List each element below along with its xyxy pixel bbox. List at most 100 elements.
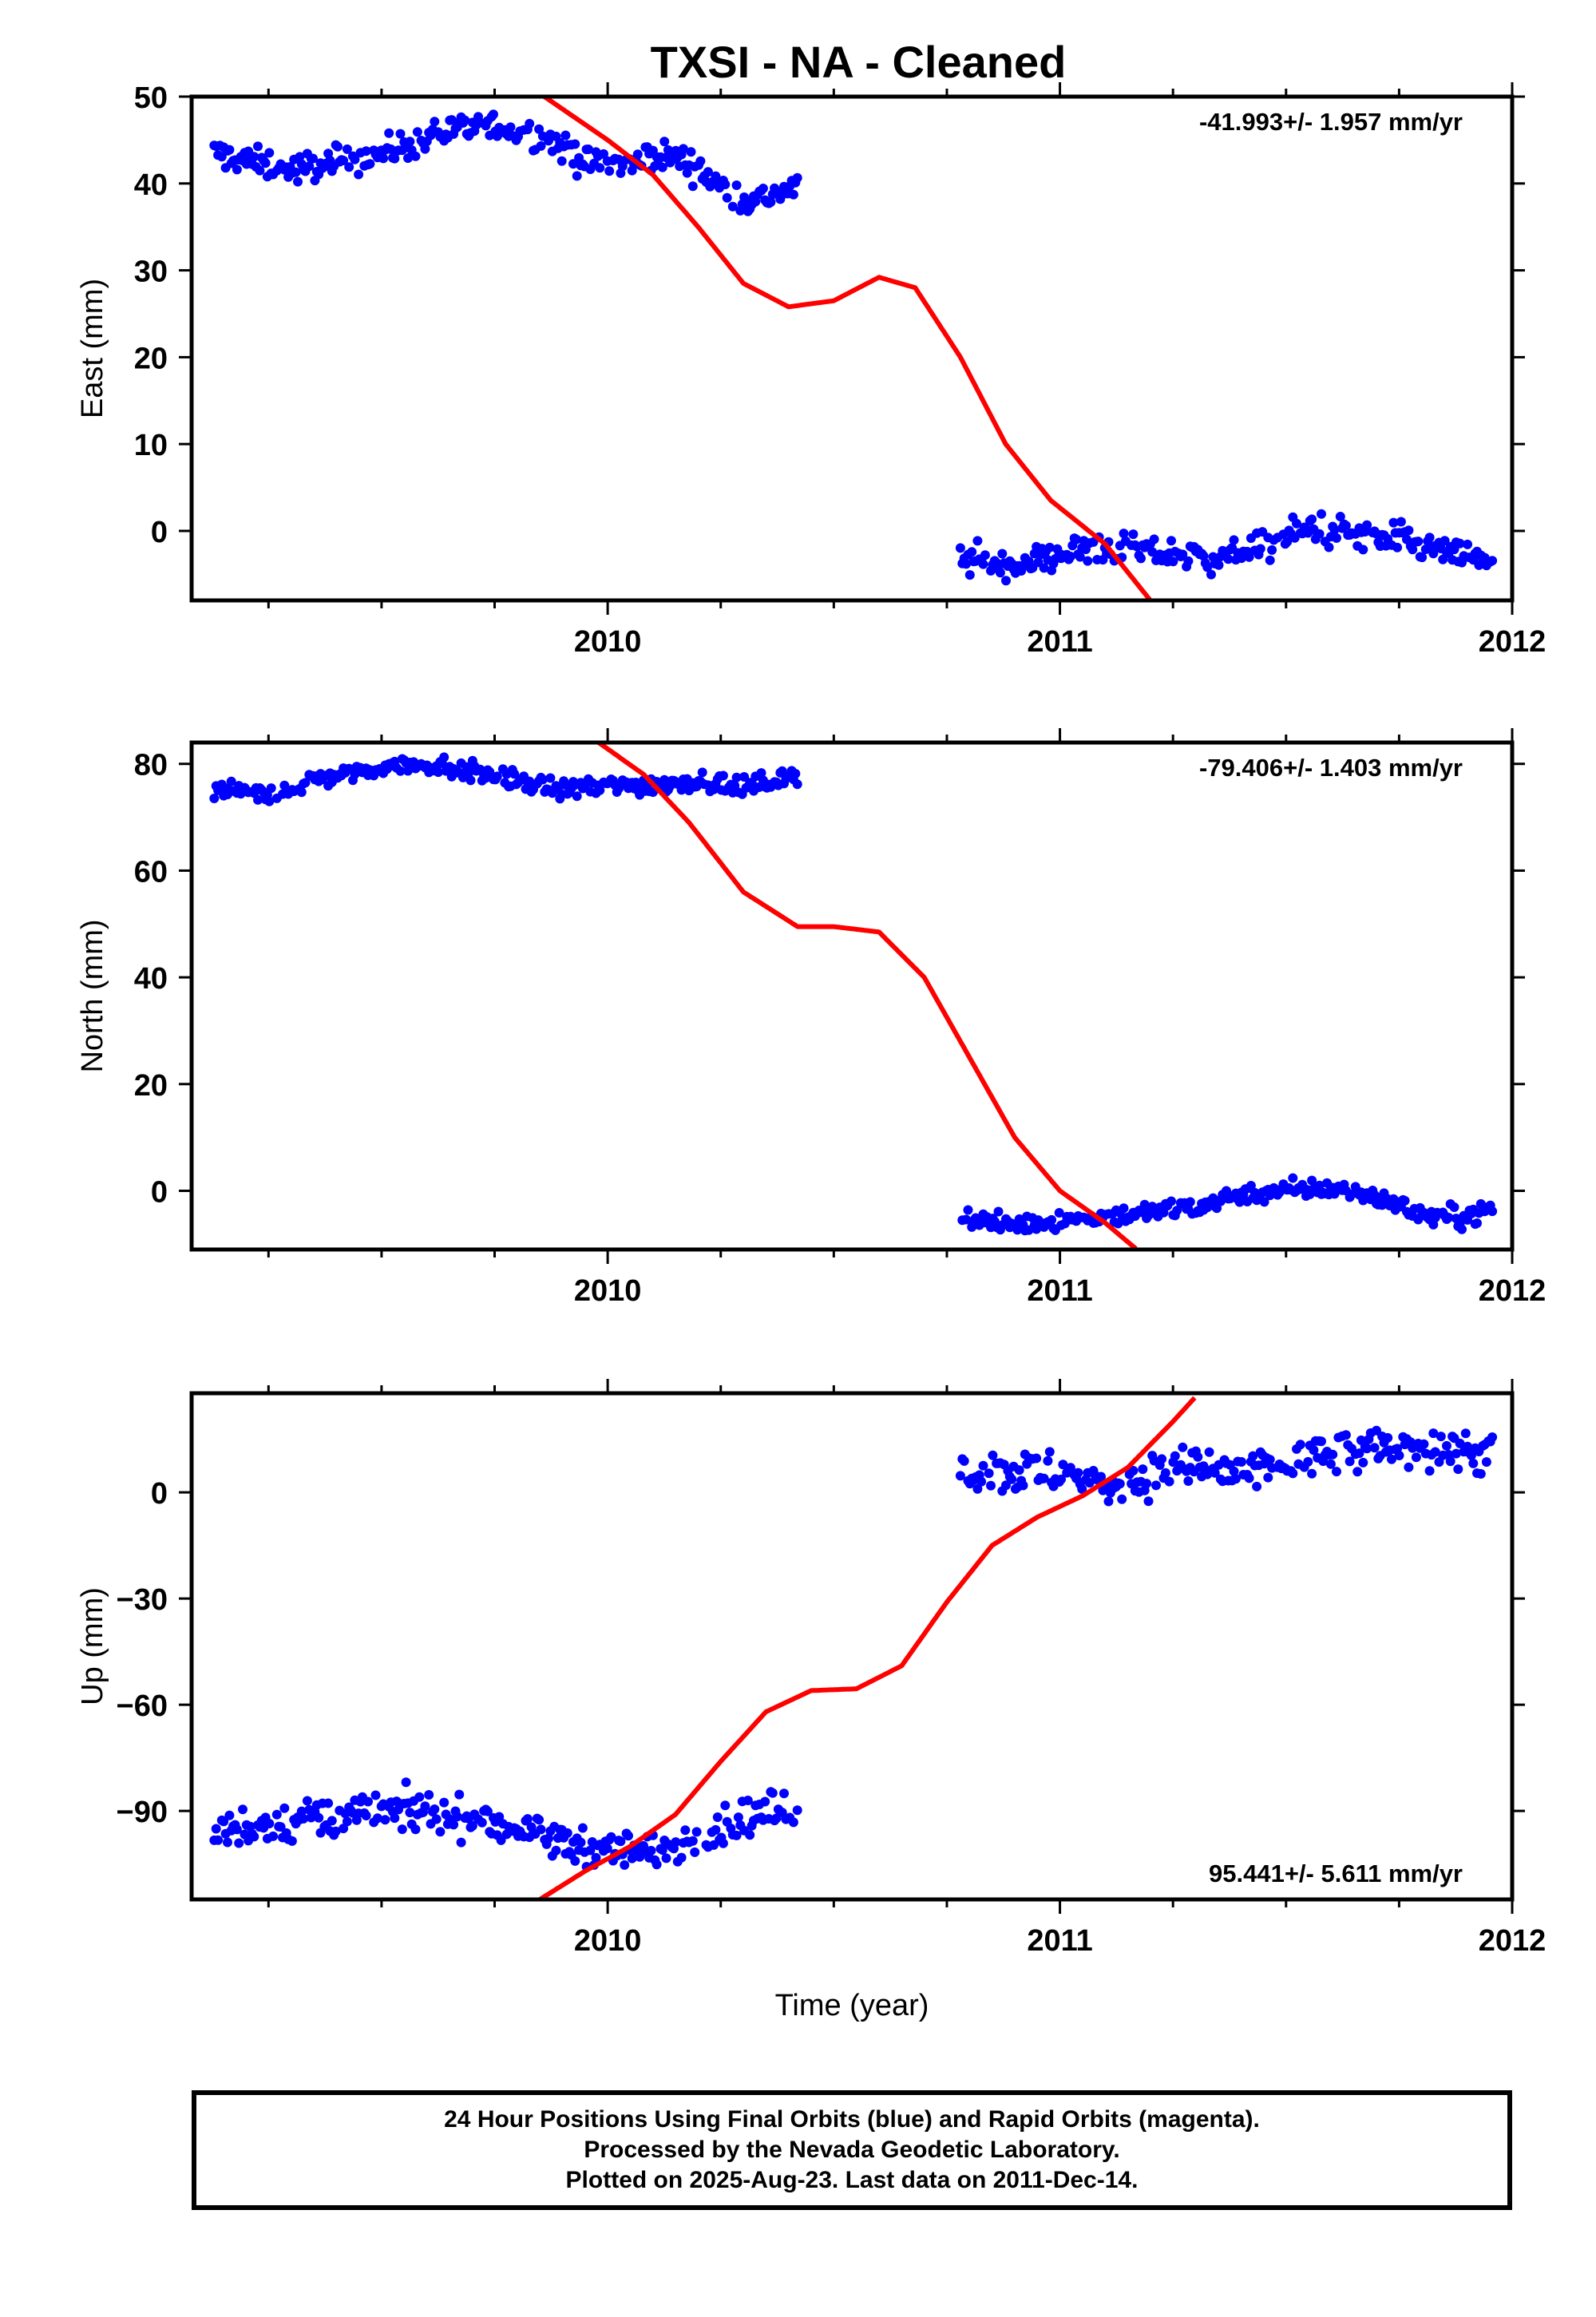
data-point <box>327 1816 337 1826</box>
x-tick-label: 2011 <box>1027 1924 1092 1958</box>
data-point <box>1202 562 1213 572</box>
data-point <box>1457 1224 1467 1234</box>
data-point <box>792 172 802 183</box>
data-point <box>489 109 498 120</box>
data-point <box>1244 1473 1254 1483</box>
data-point <box>1314 1180 1325 1190</box>
data-point <box>1230 1474 1241 1484</box>
data-point <box>291 167 301 177</box>
data-point <box>234 1838 244 1848</box>
y-tick-label: 20 <box>134 342 168 375</box>
data-point <box>959 1456 969 1466</box>
data-point <box>568 159 578 169</box>
data-point <box>224 1810 235 1820</box>
data-point <box>1442 1440 1451 1451</box>
data-point <box>980 550 990 560</box>
data-point <box>1487 556 1498 566</box>
data-point <box>585 1845 596 1856</box>
data-point <box>680 1825 691 1836</box>
data-point <box>439 1797 449 1808</box>
data-point <box>1358 545 1368 555</box>
data-point <box>577 1823 588 1833</box>
data-point <box>410 1824 421 1835</box>
data-point <box>1170 1451 1180 1461</box>
data-point <box>216 152 227 162</box>
x-tick-label: 2011 <box>1027 1274 1092 1308</box>
data-point <box>271 1809 282 1820</box>
data-point <box>1204 1447 1214 1457</box>
data-point <box>731 772 742 782</box>
data-point <box>967 547 977 557</box>
data-point <box>632 149 643 160</box>
data-point <box>1084 1478 1095 1488</box>
y-tick-label: 30 <box>134 255 168 289</box>
data-point <box>1325 1459 1336 1469</box>
data-point <box>1234 1197 1245 1207</box>
data-point <box>988 1450 998 1460</box>
data-point <box>1358 1457 1368 1467</box>
data-point <box>1001 576 1011 586</box>
data-point <box>211 1824 221 1834</box>
data-point <box>300 778 311 788</box>
data-point <box>223 1837 232 1848</box>
data-point <box>1047 1214 1057 1225</box>
data-point <box>1451 1448 1461 1459</box>
data-point <box>405 1808 415 1818</box>
data-point <box>671 1837 681 1848</box>
data-point <box>745 1830 755 1840</box>
data-point <box>712 1812 723 1822</box>
data-point <box>1149 534 1159 545</box>
y-tick-label: 0 <box>151 1175 168 1209</box>
north-frame <box>189 740 1515 1252</box>
data-point <box>766 197 776 208</box>
data-point <box>1166 536 1176 546</box>
data-point <box>1332 1467 1341 1477</box>
data-point <box>1058 1460 1068 1470</box>
data-point <box>439 752 449 762</box>
data-point <box>1404 1462 1414 1472</box>
data-point <box>1424 1466 1435 1476</box>
north-y-axis-label: North (mm) <box>76 919 109 1072</box>
up-frame <box>189 1391 1515 1902</box>
data-point <box>1160 1467 1170 1478</box>
data-point <box>718 770 728 781</box>
data-point <box>1352 1467 1363 1477</box>
data-point <box>687 181 698 192</box>
data-point <box>308 153 318 164</box>
data-point <box>395 129 406 139</box>
data-point <box>1172 1206 1182 1216</box>
data-point <box>1449 1202 1459 1212</box>
data-point <box>758 184 768 193</box>
data-point <box>972 1483 983 1494</box>
data-point <box>767 1788 778 1798</box>
data-point <box>410 151 421 161</box>
data-point <box>995 568 1005 578</box>
data-point <box>1460 1428 1471 1439</box>
data-point <box>264 796 275 806</box>
data-point <box>534 124 545 134</box>
data-point <box>342 1816 352 1827</box>
data-point <box>460 115 470 125</box>
y-tick-label: 20 <box>134 1069 168 1103</box>
x-tick-label: 2010 <box>574 1924 642 1958</box>
y-tick-label: −90 <box>117 1796 168 1829</box>
y-tick-label: 0 <box>151 516 168 549</box>
data-point <box>1335 512 1345 521</box>
data-point <box>1472 1218 1482 1228</box>
data-point <box>1138 1464 1148 1475</box>
data-point <box>1136 553 1146 564</box>
data-point <box>1252 1481 1262 1491</box>
data-point <box>1487 1432 1498 1442</box>
data-point <box>1288 1468 1298 1479</box>
data-point <box>678 144 688 154</box>
data-point <box>676 785 687 795</box>
data-point <box>1317 509 1326 519</box>
data-point <box>238 1804 248 1815</box>
data-point <box>302 1796 312 1806</box>
data-point <box>492 771 502 782</box>
data-point <box>676 1852 687 1863</box>
data-point <box>1317 1436 1326 1447</box>
data-point <box>1362 1444 1372 1454</box>
data-point <box>1073 1467 1083 1478</box>
